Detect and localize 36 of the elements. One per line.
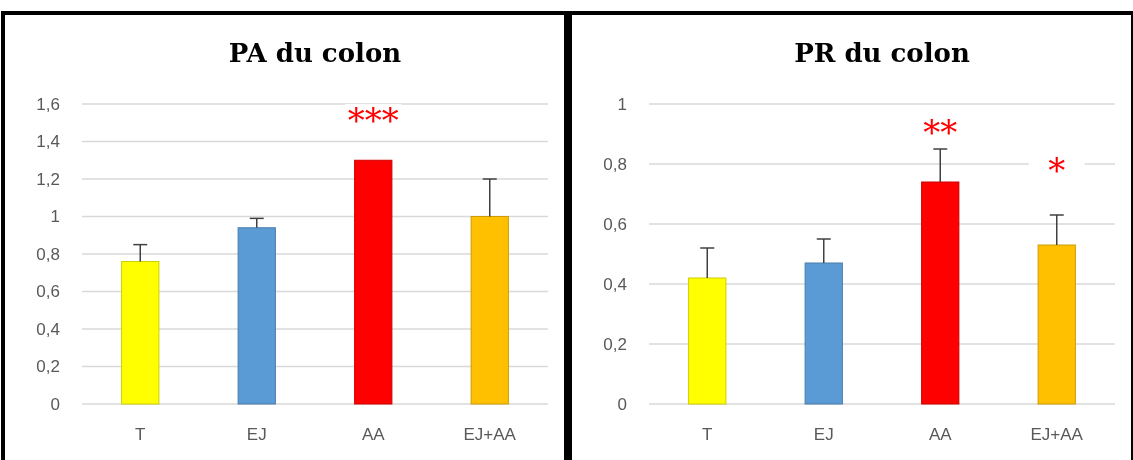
y-tick-label: 0,6 — [603, 214, 627, 234]
x-tick-label: T — [702, 425, 713, 444]
y-tick-label: 0,4 — [36, 319, 60, 339]
bar — [121, 261, 160, 405]
x-tick-label: EJ+AA — [1030, 425, 1084, 444]
y-tick-label: 0 — [617, 394, 627, 414]
annotation: * — [1048, 150, 1066, 190]
bar — [237, 227, 276, 405]
x-tick-label: T — [135, 425, 146, 444]
y-tick-label: 0,2 — [603, 334, 627, 354]
x-tick-label: AA — [361, 425, 386, 444]
bar — [804, 262, 843, 405]
bar — [470, 216, 509, 405]
y-tick-label: 1 — [50, 207, 60, 227]
y-tick-label: 1,6 — [36, 94, 60, 114]
annotation: ** — [923, 112, 958, 152]
annotation: *** — [347, 100, 399, 140]
chart-title: PR du colon — [794, 38, 970, 68]
chart-title: PA du colon — [228, 38, 402, 68]
y-tick-label: 1,2 — [36, 169, 60, 189]
y-tick-label: 0,2 — [36, 357, 60, 377]
y-tick-label: 1 — [617, 94, 627, 114]
x-tick-label: AA — [928, 425, 953, 444]
x-tick-label: EJ — [246, 425, 267, 444]
bar — [354, 159, 393, 405]
y-tick-label: 0,4 — [603, 274, 627, 294]
y-tick-label: 0,6 — [36, 282, 60, 302]
x-tick-label: EJ — [813, 425, 834, 444]
y-tick-label: 0,8 — [36, 244, 60, 264]
y-tick-label: 1,4 — [36, 132, 60, 152]
bar — [1037, 244, 1076, 405]
bar — [921, 181, 960, 405]
x-tick-label: EJ+AA — [463, 425, 517, 444]
y-tick-label: 0 — [50, 394, 60, 414]
y-tick-label: 0,8 — [603, 154, 627, 174]
bar — [688, 277, 727, 405]
